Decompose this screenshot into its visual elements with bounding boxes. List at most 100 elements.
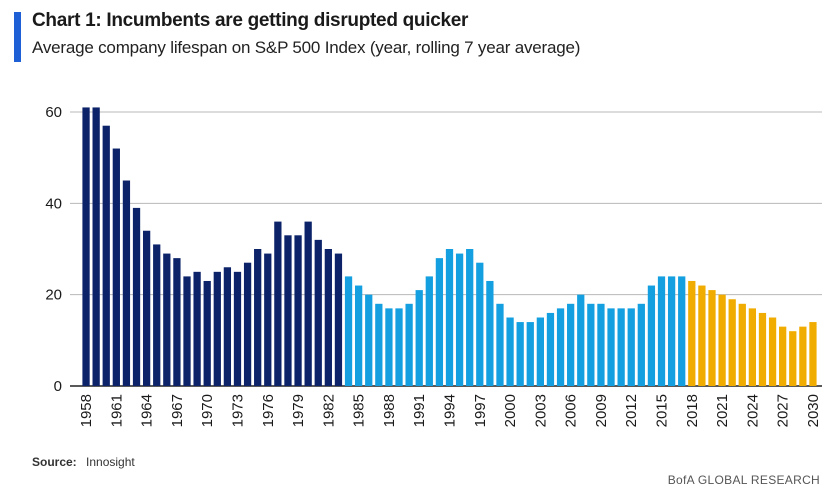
bar-1968 xyxy=(183,276,191,386)
bar-2009 xyxy=(597,303,605,386)
bar-1979 xyxy=(294,235,302,386)
accent-bar xyxy=(14,12,21,62)
source-label: Source: xyxy=(32,455,77,469)
bar-1986 xyxy=(365,294,373,386)
bar-1987 xyxy=(375,303,383,386)
bar-1962 xyxy=(122,180,131,386)
bar-2030 xyxy=(809,322,817,386)
bar-1983 xyxy=(334,253,343,386)
x-tick-label: 2006 xyxy=(563,394,580,427)
bar-1984 xyxy=(344,276,353,386)
y-tick-label: 40 xyxy=(45,195,62,212)
bar-2018 xyxy=(688,280,696,386)
bar-2007 xyxy=(577,294,585,386)
x-axis-ticks: 1958 1961 1964 1967 1970 1973 1976 1979 1982 1985… xyxy=(78,394,822,427)
bar-1990 xyxy=(405,303,413,386)
x-tick-label: 1961 xyxy=(108,394,125,427)
x-tick-label: 2027 xyxy=(775,394,792,427)
bar-2016 xyxy=(667,276,676,386)
bar-2014 xyxy=(647,285,656,386)
y-tick-label: 0 xyxy=(54,378,62,395)
bar-1992 xyxy=(425,276,433,386)
bar-1995 xyxy=(455,253,464,386)
bar-2003 xyxy=(536,317,544,386)
bar-1959 xyxy=(92,107,100,386)
x-tick-label: 2012 xyxy=(623,394,640,427)
bar-2000 xyxy=(506,317,514,386)
bar-1994 xyxy=(445,249,454,386)
x-tick-label: 1982 xyxy=(320,394,337,427)
bar-1958 xyxy=(82,107,90,386)
bar-1985 xyxy=(355,285,363,386)
bar-1973 xyxy=(233,271,242,386)
x-tick-label: 1973 xyxy=(229,394,246,427)
bar-1993 xyxy=(435,258,444,386)
x-tick-label: 2003 xyxy=(532,394,549,427)
x-tick-label: 2009 xyxy=(593,394,610,427)
x-tick-label: 1988 xyxy=(381,394,398,427)
bar-2023 xyxy=(738,303,746,386)
x-tick-label: 1970 xyxy=(199,394,216,427)
bar-1975 xyxy=(254,249,262,386)
bar-2006 xyxy=(567,303,575,386)
bar-1981 xyxy=(314,239,322,386)
x-tick-label: 1991 xyxy=(411,394,428,427)
bar-2013 xyxy=(637,303,645,386)
bar-1969 xyxy=(193,271,201,386)
bar-2010 xyxy=(607,308,615,386)
bar-1982 xyxy=(324,249,332,386)
y-axis-ticks: 0 20 40 60 xyxy=(45,104,62,395)
bar-2025 xyxy=(758,312,767,386)
source-text: Innosight xyxy=(86,455,135,469)
bar-1972 xyxy=(223,267,232,386)
bar-2004 xyxy=(546,312,555,386)
x-tick-label: 2030 xyxy=(805,394,822,427)
bar-1960 xyxy=(102,125,110,386)
bar-1991 xyxy=(415,290,423,386)
bar-2015 xyxy=(657,276,666,386)
bar-2024 xyxy=(748,308,757,386)
bar-2017 xyxy=(678,276,686,386)
bar-1997 xyxy=(476,262,484,386)
bar-2021 xyxy=(718,294,726,386)
bar-1989 xyxy=(395,308,403,386)
bar-1965 xyxy=(153,244,161,386)
bar-2008 xyxy=(587,303,595,386)
y-tick-label: 60 xyxy=(45,104,62,121)
bar-1971 xyxy=(213,271,221,386)
x-tick-label: 2021 xyxy=(714,394,731,427)
bar-1999 xyxy=(496,303,504,386)
chart-subtitle: Average company lifespan on S&P 500 Inde… xyxy=(32,38,581,57)
bar-2027 xyxy=(779,326,787,386)
x-tick-label: 1958 xyxy=(78,394,95,427)
x-tick-label: 2024 xyxy=(744,394,761,427)
x-tick-label: 1985 xyxy=(351,394,368,427)
x-tick-label: 1997 xyxy=(472,394,489,427)
bar-1964 xyxy=(142,230,151,386)
bar-2005 xyxy=(556,308,565,386)
bar-1976 xyxy=(264,253,272,386)
chart-title: Chart 1: Incumbents are getting disrupte… xyxy=(32,10,469,31)
bar-1988 xyxy=(385,308,393,386)
bar-2029 xyxy=(799,326,807,386)
bar-2022 xyxy=(728,299,736,386)
bar-chart: 0 20 40 60 1958 1961 1964 1967 1970 1973 1976 1979… xyxy=(45,104,822,427)
source-note: Source: Innosight xyxy=(32,455,135,469)
x-tick-label: 2018 xyxy=(684,394,701,427)
bar-1980 xyxy=(304,221,312,386)
bar-1970 xyxy=(203,280,211,386)
y-tick-label: 20 xyxy=(45,287,62,304)
bar-2019 xyxy=(698,285,706,386)
bar-2012 xyxy=(627,308,635,386)
x-tick-label: 1976 xyxy=(260,394,277,427)
bars xyxy=(82,107,817,386)
bar-1961 xyxy=(112,148,120,386)
x-tick-label: 1979 xyxy=(290,394,307,427)
bar-2002 xyxy=(526,322,534,386)
x-tick-label: 2015 xyxy=(654,394,671,427)
bar-2001 xyxy=(516,322,524,386)
bar-1996 xyxy=(466,249,474,386)
bar-1963 xyxy=(132,207,141,386)
bar-1967 xyxy=(173,258,181,386)
bar-1978 xyxy=(284,235,292,386)
